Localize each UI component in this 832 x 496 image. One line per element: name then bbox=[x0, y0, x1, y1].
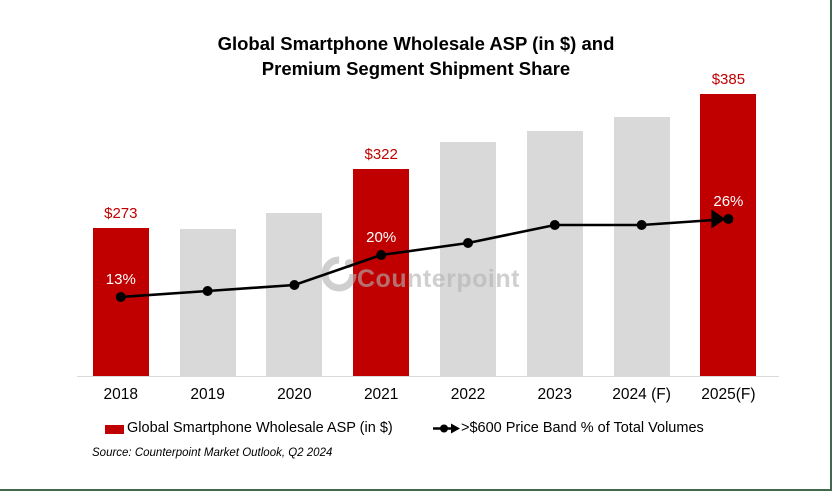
x-axis-label-2025F: 2025(F) bbox=[701, 386, 756, 403]
x-axis-label-2022: 2022 bbox=[450, 386, 486, 403]
x-axis-label-2024F: 2024 (F) bbox=[612, 386, 671, 403]
price-band-legend-label: >$600 Price Band % of Total Volumes bbox=[461, 420, 704, 436]
asp-bar-2024F bbox=[613, 116, 670, 376]
line-arrow-legend-icon bbox=[433, 423, 460, 434]
chart-title-line2: Premium Segment Shipment Share bbox=[261, 58, 571, 79]
asp-bar-2020 bbox=[266, 213, 323, 376]
pct-value-label: 26% bbox=[713, 193, 744, 210]
asp-bar-2025F bbox=[700, 93, 757, 376]
asp-value-label: $273 bbox=[104, 204, 138, 222]
x-axis-label-2019: 2019 bbox=[190, 386, 225, 403]
x-axis-label-2020: 2020 bbox=[277, 386, 312, 403]
x-axis-label-2018: 2018 bbox=[103, 386, 139, 403]
x-axis-label-2021: 2021 bbox=[363, 386, 399, 403]
watermark-text: Counterpoint bbox=[357, 265, 520, 293]
x-axis-label-2023: 2023 bbox=[537, 386, 573, 403]
asp-bar-2019 bbox=[179, 228, 236, 376]
chart-title-line1: Global Smartphone Wholesale ASP (in $) a… bbox=[217, 33, 615, 54]
asp-bar-2023 bbox=[526, 130, 583, 376]
source-note: Source: Counterpoint Market Outlook, Q2 … bbox=[92, 447, 333, 459]
pct-value-label: 13% bbox=[105, 271, 136, 288]
x-axis-line bbox=[77, 376, 779, 377]
legend: Global Smartphone Wholesale ASP (in $) >… bbox=[0, 419, 832, 439]
asp-value-label: $385 bbox=[711, 70, 746, 88]
asp-legend-label: Global Smartphone Wholesale ASP (in $) bbox=[127, 420, 393, 436]
asp-value-label: $322 bbox=[364, 146, 398, 164]
asp-legend-swatch bbox=[105, 425, 124, 434]
asp-bar-2018 bbox=[92, 227, 149, 376]
pct-value-label: 20% bbox=[366, 229, 397, 246]
asp-bar-2022 bbox=[440, 141, 496, 376]
chart-title: Global Smartphone Wholesale ASP (in $) a… bbox=[0, 31, 832, 81]
